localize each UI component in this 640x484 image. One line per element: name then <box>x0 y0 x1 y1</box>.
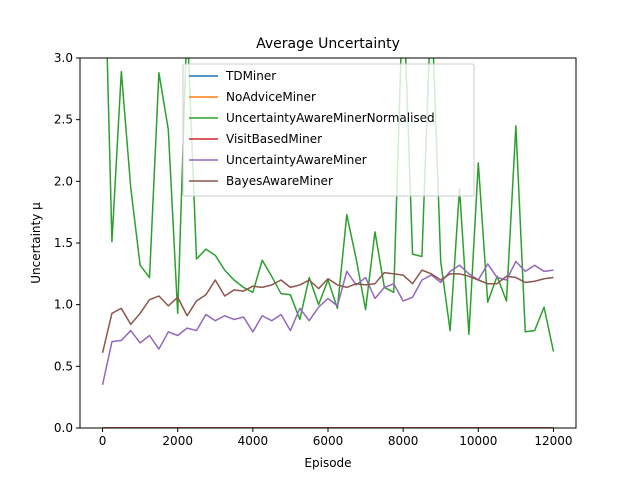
x-tick-label: 6000 <box>313 434 344 448</box>
series-layer <box>101 58 555 428</box>
x-tick-label: 0 <box>99 434 107 448</box>
y-tick-label: 2.0 <box>54 174 73 188</box>
legend-label: UncertaintyAwareMinerNormalised <box>226 111 435 125</box>
legend-label: BayesAwareMiner <box>226 174 333 188</box>
chart-title: Average Uncertainty <box>256 36 400 52</box>
y-axis-label: Uncertainty μ <box>29 202 43 284</box>
x-tick-label: 10000 <box>459 434 497 448</box>
x-axis-label: Episode <box>304 456 351 470</box>
series-line-uncertainty-aware-miner-normalised <box>106 58 555 352</box>
ticks-layer: 0 2000 4000 6000 8000 10000 12000 0.0 0.5 1.0 1.5 2… <box>54 51 573 448</box>
legend: TDMiner NoAdviceMiner UncertaintyAwareMine… <box>182 63 475 197</box>
y-tick-label: 0.5 <box>54 359 73 373</box>
legend-label: UncertaintyAwareMiner <box>226 153 367 167</box>
y-tick-label: 1.5 <box>54 236 73 250</box>
x-tick-label: 12000 <box>534 434 572 448</box>
legend-label: NoAdviceMiner <box>226 90 316 104</box>
y-tick-label: 0.0 <box>54 421 73 435</box>
y-tick-label: 2.5 <box>54 113 73 127</box>
legend-label: TDMiner <box>225 69 276 83</box>
series-line-bayes-aware-miner <box>101 269 554 353</box>
x-tick-label: 4000 <box>238 434 269 448</box>
axes-frame <box>79 57 577 429</box>
x-tick-label: 8000 <box>388 434 419 448</box>
y-tick-label: 3.0 <box>54 51 73 65</box>
x-tick-label: 2000 <box>162 434 193 448</box>
legend-label: VisitBasedMiner <box>226 132 322 146</box>
legend-frame <box>182 63 475 197</box>
y-tick-label: 1.0 <box>54 298 73 312</box>
